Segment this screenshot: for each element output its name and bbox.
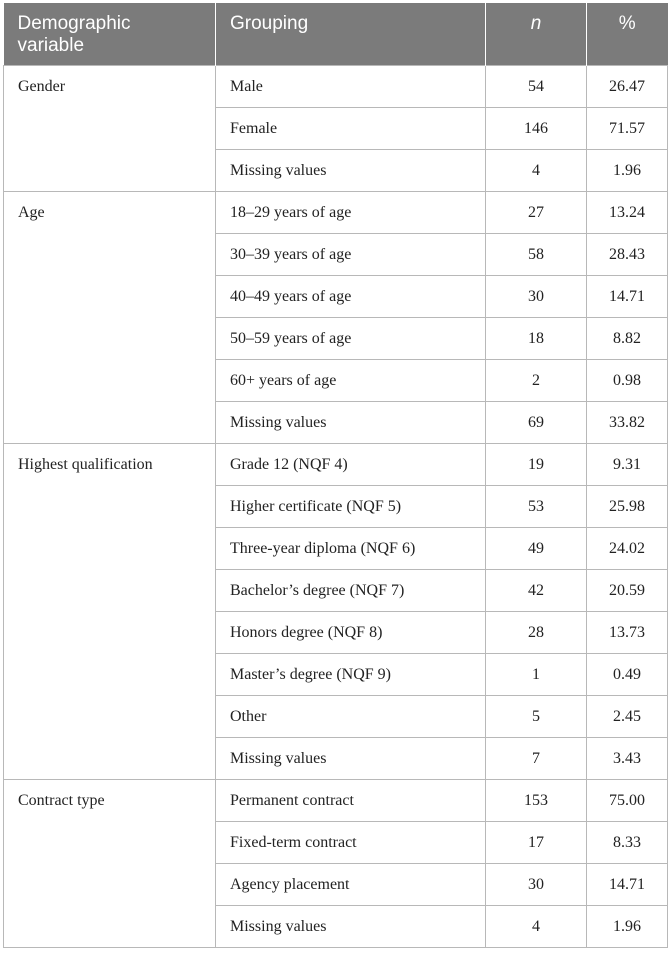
n-cell: 69 bbox=[485, 401, 587, 444]
table-row: Higher certificate (NQF 5) 53 25.98 bbox=[4, 485, 668, 528]
grouping-cell: Missing values bbox=[215, 905, 486, 948]
percent-cell: 0.98 bbox=[586, 359, 668, 402]
table-row: Honors degree (NQF 8) 28 13.73 bbox=[4, 611, 668, 654]
percent-cell: 8.33 bbox=[586, 821, 668, 864]
grouping-cell: 50–59 years of age bbox=[215, 317, 486, 360]
table-row: Contract type Permanent contract 153 75.00 bbox=[3, 779, 668, 948]
demographic-variable-cell: Age bbox=[3, 191, 216, 444]
grouping-cell: Higher certificate (NQF 5) bbox=[215, 485, 486, 528]
header-n: n bbox=[485, 3, 587, 66]
table-row: 30–39 years of age 58 28.43 bbox=[4, 233, 668, 276]
grouping-cell: Missing values bbox=[215, 401, 486, 444]
n-cell: 5 bbox=[485, 695, 587, 738]
n-cell: 53 bbox=[485, 485, 587, 528]
grouping-cell: Fixed-term contract bbox=[215, 821, 486, 864]
percent-cell: 0.49 bbox=[586, 653, 668, 696]
grouping-cell: Other bbox=[215, 695, 486, 738]
percent-cell: 1.96 bbox=[586, 905, 668, 948]
percent-cell: 26.47 bbox=[586, 65, 668, 108]
grouping-cell: Missing values bbox=[215, 149, 486, 192]
percent-cell: 28.43 bbox=[586, 233, 668, 276]
n-cell: 28 bbox=[485, 611, 587, 654]
table-row: Bachelor’s degree (NQF 7) 42 20.59 bbox=[4, 569, 668, 612]
n-cell: 19 bbox=[485, 443, 587, 486]
percent-cell: 25.98 bbox=[586, 485, 668, 528]
percent-cell: 13.73 bbox=[586, 611, 668, 654]
percent-cell: 14.71 bbox=[586, 863, 668, 906]
table-row: Fixed-term contract 17 8.33 bbox=[4, 821, 668, 864]
n-cell: 49 bbox=[485, 527, 587, 570]
percent-cell: 3.43 bbox=[586, 737, 668, 780]
grouping-cell: 18–29 years of age bbox=[215, 191, 486, 234]
n-cell: 146 bbox=[485, 107, 587, 150]
percent-cell: 24.02 bbox=[586, 527, 668, 570]
grouping-cell: Female bbox=[215, 107, 486, 150]
grouping-cell: Missing values bbox=[215, 737, 486, 780]
grouping-cell: Three-year diploma (NQF 6) bbox=[215, 527, 486, 570]
demographic-variable-cell: Gender bbox=[3, 65, 216, 192]
n-cell: 153 bbox=[485, 779, 587, 822]
table-row: Missing values 4 1.96 bbox=[4, 149, 668, 192]
table-row: Female 146 71.57 bbox=[4, 107, 668, 150]
grouping-cell: Permanent contract bbox=[215, 779, 486, 822]
n-cell: 2 bbox=[485, 359, 587, 402]
header-row: Demographic variable Grouping n % bbox=[3, 3, 668, 66]
n-cell: 4 bbox=[485, 905, 587, 948]
table-body: Gender Male 54 26.47 Female 146 71.57 Missing v… bbox=[3, 65, 668, 948]
n-cell: 30 bbox=[485, 275, 587, 318]
table-row: Other 5 2.45 bbox=[4, 695, 668, 738]
n-cell: 1 bbox=[485, 653, 587, 696]
table-row: Master’s degree (NQF 9) 1 0.49 bbox=[4, 653, 668, 696]
table-header: Demographic variable Grouping n % bbox=[3, 3, 668, 66]
table-row: 60+ years of age 2 0.98 bbox=[4, 359, 668, 402]
table-row: Highest qualification Grade 12 (NQF 4) 19 9… bbox=[3, 443, 668, 780]
percent-cell: 13.24 bbox=[586, 191, 668, 234]
n-cell: 7 bbox=[485, 737, 587, 780]
percent-cell: 2.45 bbox=[586, 695, 668, 738]
n-cell: 42 bbox=[485, 569, 587, 612]
grouping-cell: Master’s degree (NQF 9) bbox=[215, 653, 486, 696]
percent-cell: 9.31 bbox=[586, 443, 668, 486]
n-cell: 54 bbox=[485, 65, 587, 108]
header-percent: % bbox=[586, 3, 668, 66]
grouping-cell: 30–39 years of age bbox=[215, 233, 486, 276]
grouping-cell: Honors degree (NQF 8) bbox=[215, 611, 486, 654]
percent-cell: 14.71 bbox=[586, 275, 668, 318]
percent-cell: 8.82 bbox=[586, 317, 668, 360]
table-row: Age 18–29 years of age 27 13.24 bbox=[3, 191, 668, 444]
header-demographic-variable: Demographic variable bbox=[3, 3, 216, 66]
header-grouping: Grouping bbox=[215, 3, 486, 66]
n-cell: 27 bbox=[485, 191, 587, 234]
grouping-cell: Agency placement bbox=[215, 863, 486, 906]
n-cell: 18 bbox=[485, 317, 587, 360]
demographic-variable-cell: Highest qualification bbox=[3, 443, 216, 780]
demographic-variable-cell: Contract type bbox=[3, 779, 216, 948]
table-row: Agency placement 30 14.71 bbox=[4, 863, 668, 906]
table-row: 40–49 years of age 30 14.71 bbox=[4, 275, 668, 318]
percent-cell: 75.00 bbox=[586, 779, 668, 822]
demographics-table: Demographic variable Grouping n % Gender… bbox=[3, 3, 668, 948]
table-row: Missing values 4 1.96 bbox=[4, 905, 668, 948]
n-cell: 30 bbox=[485, 863, 587, 906]
table-row: Missing values 7 3.43 bbox=[4, 737, 668, 780]
grouping-cell: Grade 12 (NQF 4) bbox=[215, 443, 486, 486]
n-cell: 4 bbox=[485, 149, 587, 192]
table-row: Missing values 69 33.82 bbox=[4, 401, 668, 444]
n-cell: 58 bbox=[485, 233, 587, 276]
grouping-cell: 60+ years of age bbox=[215, 359, 486, 402]
percent-cell: 1.96 bbox=[586, 149, 668, 192]
grouping-cell: Male bbox=[215, 65, 486, 108]
grouping-cell: 40–49 years of age bbox=[215, 275, 486, 318]
percent-cell: 33.82 bbox=[586, 401, 668, 444]
table-row: Gender Male 54 26.47 bbox=[3, 65, 668, 192]
n-cell: 17 bbox=[485, 821, 587, 864]
percent-cell: 71.57 bbox=[586, 107, 668, 150]
percent-cell: 20.59 bbox=[586, 569, 668, 612]
grouping-cell: Bachelor’s degree (NQF 7) bbox=[215, 569, 486, 612]
